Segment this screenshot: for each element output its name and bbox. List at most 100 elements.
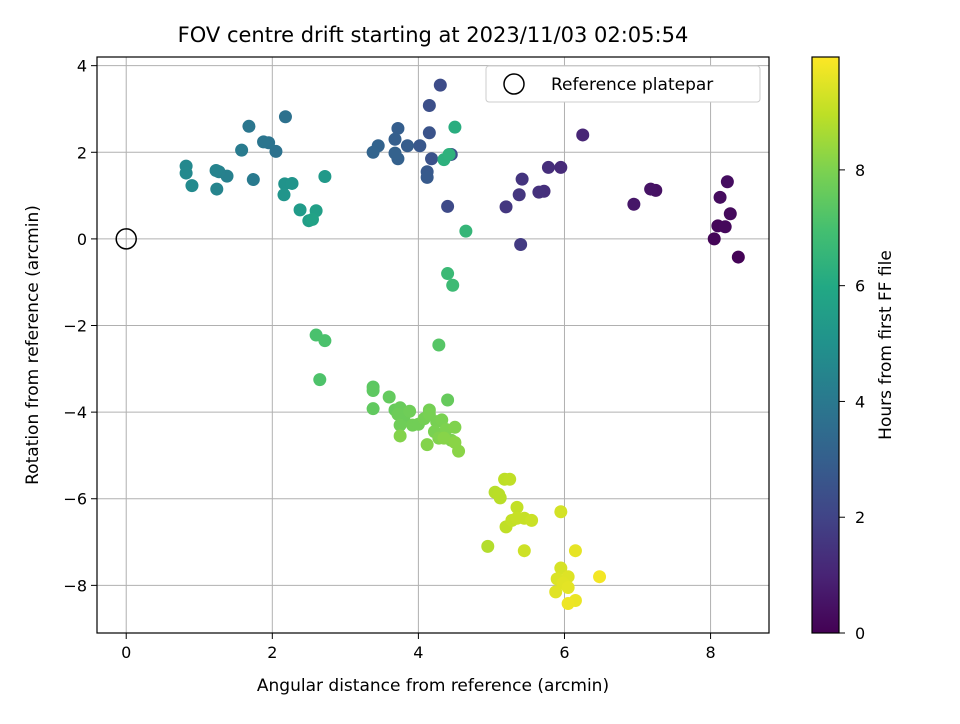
x-tick-label: 4 (413, 643, 423, 662)
data-point (554, 160, 568, 174)
y-tick-label: 2 (77, 143, 87, 162)
data-point (246, 173, 260, 187)
colorbar-label: Hours from first FF file (876, 250, 896, 440)
data-point (278, 110, 292, 124)
legend: Reference platepar (485, 65, 761, 103)
data-point (425, 152, 439, 166)
data-point (441, 199, 455, 213)
colorbar-tick-label: 2 (855, 508, 865, 527)
data-point (185, 179, 199, 193)
data-point (515, 172, 529, 186)
data-point (388, 146, 402, 160)
legend-entry-reference-platepar: Reference platepar (551, 75, 713, 95)
data-point (393, 429, 407, 443)
data-point (413, 139, 427, 153)
data-point (420, 438, 434, 452)
data-point (627, 197, 641, 211)
data-point (707, 232, 721, 246)
data-point (510, 500, 524, 514)
data-point (514, 238, 528, 252)
data-point (432, 338, 446, 352)
x-tick-label: 2 (267, 643, 277, 662)
data-point (293, 203, 307, 217)
data-point (576, 128, 590, 142)
data-point (731, 250, 745, 264)
data-point (269, 144, 283, 158)
y-tick-label: −2 (63, 317, 87, 336)
data-point (366, 383, 380, 397)
data-point (644, 182, 658, 196)
data-point (305, 212, 319, 226)
data-point (448, 120, 462, 134)
data-point (403, 404, 417, 418)
colorbar-gradient (811, 56, 840, 634)
x-tick-label: 8 (705, 643, 715, 662)
data-point (391, 121, 405, 135)
colorbar-tick-label: 8 (855, 161, 865, 180)
data-point (388, 132, 402, 146)
data-point (532, 185, 546, 199)
y-tick-label: −6 (63, 490, 87, 509)
data-point (235, 143, 249, 157)
data-point (437, 431, 451, 445)
data-point (422, 126, 436, 140)
grid-lines (97, 57, 769, 633)
data-point (568, 544, 582, 558)
data-point (593, 570, 607, 584)
data-point (517, 544, 531, 558)
x-tick-label: 6 (559, 643, 569, 662)
colorbar-tick-label: 6 (855, 277, 865, 296)
data-point (503, 472, 517, 486)
y-tick-label: −4 (63, 403, 87, 422)
data-point (481, 539, 495, 553)
data-point (285, 176, 299, 190)
data-point (209, 163, 223, 177)
x-tick-label: 0 (121, 643, 131, 662)
data-point (442, 147, 456, 161)
data-point (400, 139, 414, 153)
data-point (448, 435, 462, 449)
data-point (723, 207, 737, 221)
data-point (525, 513, 539, 527)
x-ticks: 0 2 4 6 8 (121, 633, 716, 662)
legend-box (485, 65, 761, 103)
data-point (420, 170, 434, 184)
plot-frame (96, 56, 770, 634)
data-point (318, 170, 332, 184)
data-point (718, 220, 732, 234)
reference-platepar-marker (115, 228, 137, 250)
data-point (499, 200, 513, 214)
y-axis-label: Rotation from reference (arcmin) (23, 205, 43, 485)
data-point (446, 278, 460, 292)
y-tick-label: 0 (77, 230, 87, 249)
data-point (561, 597, 575, 611)
data-point (493, 491, 507, 505)
data-point (393, 418, 407, 432)
colorbar: 0 2 4 6 8 Hours from first FF file (811, 56, 896, 643)
data-point (242, 119, 256, 133)
x-axis-label: Angular distance from reference (arcmin) (257, 676, 609, 696)
data-point (366, 145, 380, 159)
colorbar-tick-label: 4 (855, 392, 865, 411)
data-points (179, 78, 745, 611)
chart-title: FOV centre drift starting at 2023/11/03 … (178, 23, 689, 47)
data-point (382, 390, 396, 404)
data-point (257, 135, 271, 149)
data-point (422, 99, 436, 113)
data-point (313, 373, 327, 387)
data-point (210, 182, 224, 196)
data-point (441, 267, 455, 281)
data-point (179, 166, 193, 180)
data-point (561, 581, 575, 595)
data-point (549, 585, 563, 599)
colorbar-ticks: 0 2 4 6 8 (839, 161, 865, 643)
data-point (459, 224, 473, 238)
data-point (713, 190, 727, 204)
data-point (512, 188, 526, 202)
data-point (366, 402, 380, 416)
data-point (541, 160, 555, 174)
y-ticks: −8 −6 −4 −2 0 2 4 (63, 57, 97, 595)
data-point (448, 420, 462, 434)
